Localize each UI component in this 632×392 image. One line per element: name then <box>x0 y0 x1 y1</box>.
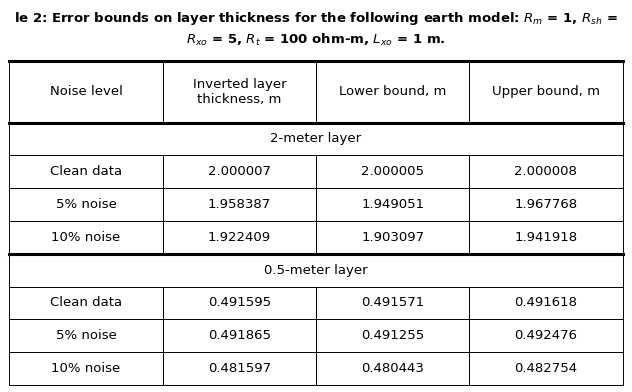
Text: 5% noise: 5% noise <box>56 329 116 342</box>
Text: 1.922409: 1.922409 <box>208 231 271 244</box>
Text: 2.000007: 2.000007 <box>208 165 271 178</box>
Text: 0.492476: 0.492476 <box>514 329 578 342</box>
Text: Upper bound, m: Upper bound, m <box>492 85 600 98</box>
Text: 0.491618: 0.491618 <box>514 296 578 309</box>
Text: 0.481597: 0.481597 <box>208 362 271 375</box>
Text: 5% noise: 5% noise <box>56 198 116 211</box>
Text: 1.949051: 1.949051 <box>361 198 424 211</box>
Text: 10% noise: 10% noise <box>51 231 121 244</box>
Text: Clean data: Clean data <box>50 296 122 309</box>
Text: $R_{xo}$ = 5, $R_t$ = 100 ohm-m, $L_{xo}$ = 1 m.: $R_{xo}$ = 5, $R_t$ = 100 ohm-m, $L_{xo}… <box>186 32 446 48</box>
Text: 0.491255: 0.491255 <box>361 329 424 342</box>
Text: 0.491865: 0.491865 <box>208 329 271 342</box>
Text: 2.000008: 2.000008 <box>514 165 577 178</box>
Text: 0.491595: 0.491595 <box>208 296 271 309</box>
Text: 0.491571: 0.491571 <box>361 296 424 309</box>
Text: Inverted layer
thickness, m: Inverted layer thickness, m <box>193 78 286 105</box>
Text: 0.480443: 0.480443 <box>362 362 424 375</box>
Text: 1.941918: 1.941918 <box>514 231 578 244</box>
Text: 1.903097: 1.903097 <box>361 231 424 244</box>
Text: 1.958387: 1.958387 <box>208 198 271 211</box>
Text: 10% noise: 10% noise <box>51 362 121 375</box>
Text: 0.5-meter layer: 0.5-meter layer <box>264 264 368 277</box>
Text: 0.482754: 0.482754 <box>514 362 578 375</box>
Text: 1.967768: 1.967768 <box>514 198 578 211</box>
Text: le 2: Error bounds on layer thickness for the following earth model: $R_m$ = 1, : le 2: Error bounds on layer thickness fo… <box>14 10 618 27</box>
Text: Noise level: Noise level <box>50 85 123 98</box>
Text: Lower bound, m: Lower bound, m <box>339 85 446 98</box>
Text: Clean data: Clean data <box>50 165 122 178</box>
Text: 2.000005: 2.000005 <box>361 165 424 178</box>
Text: 2-meter layer: 2-meter layer <box>270 132 362 145</box>
